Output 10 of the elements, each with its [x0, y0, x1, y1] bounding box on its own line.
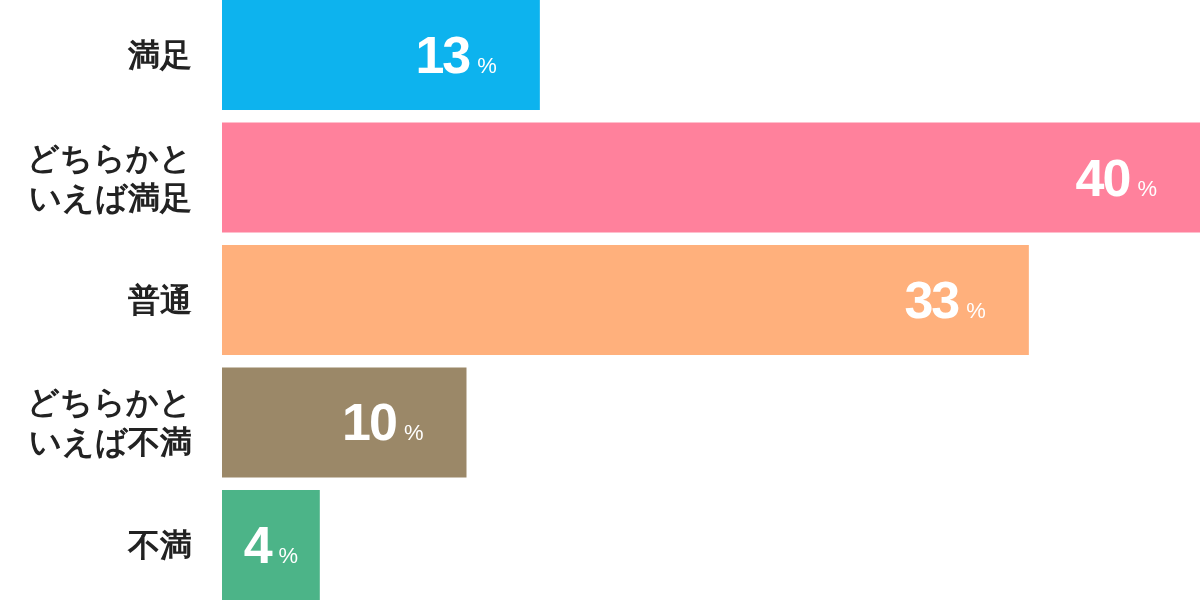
- data-label: 13%: [415, 26, 497, 84]
- y-tick-label: 普通: [128, 281, 192, 319]
- data-label: 40%: [1075, 148, 1157, 207]
- y-tick-label: どちらかといえば不満: [27, 383, 192, 462]
- y-tick-label: どちらかといえば満足: [27, 138, 192, 217]
- y-tick-label: 満足: [127, 36, 192, 74]
- data-label: 4%: [243, 516, 299, 574]
- data-label: 10%: [342, 393, 424, 452]
- data-label: 33%: [904, 271, 986, 329]
- y-tick-label: 不満: [127, 526, 192, 564]
